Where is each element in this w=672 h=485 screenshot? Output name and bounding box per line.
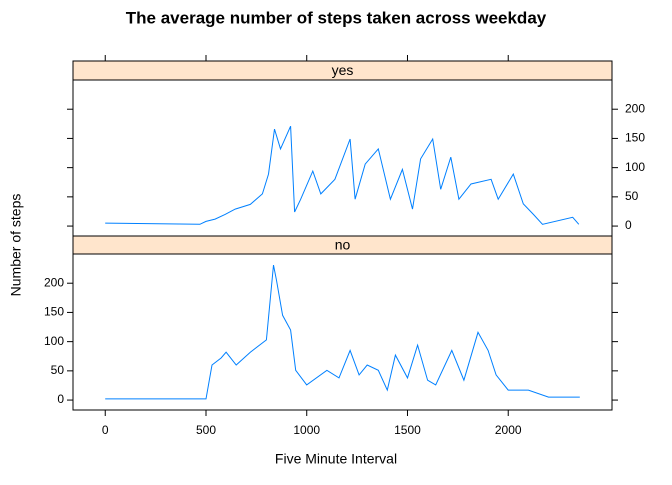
y-tick-label: 150 — [625, 131, 645, 145]
y-tick-label: 150 — [44, 305, 64, 319]
x-tick-label: 500 — [196, 423, 216, 437]
strip-label: yes — [332, 62, 354, 78]
x-axis-label: Five Minute Interval — [275, 451, 397, 467]
x-tick-label: 1000 — [293, 423, 320, 437]
x-tick-label: 2000 — [495, 423, 522, 437]
series-line — [105, 125, 580, 225]
y-tick-label: 50 — [625, 189, 639, 203]
y-tick-label: 100 — [44, 334, 64, 348]
y-tick-label: 0 — [57, 392, 64, 406]
x-tick-label: 0 — [102, 423, 109, 437]
chart-title: The average number of steps taken across… — [126, 8, 547, 27]
y-tick-label: 200 — [44, 275, 64, 289]
strip-label: no — [335, 237, 351, 253]
y-tick-label: 200 — [625, 101, 645, 115]
series-line — [105, 265, 580, 400]
y-tick-label: 50 — [51, 363, 65, 377]
panel — [72, 253, 613, 411]
y-tick-label: 0 — [625, 218, 632, 232]
x-tick-label: 1500 — [394, 423, 421, 437]
y-tick-label: 100 — [625, 160, 645, 174]
y-axis-label: Number of steps — [8, 194, 24, 297]
